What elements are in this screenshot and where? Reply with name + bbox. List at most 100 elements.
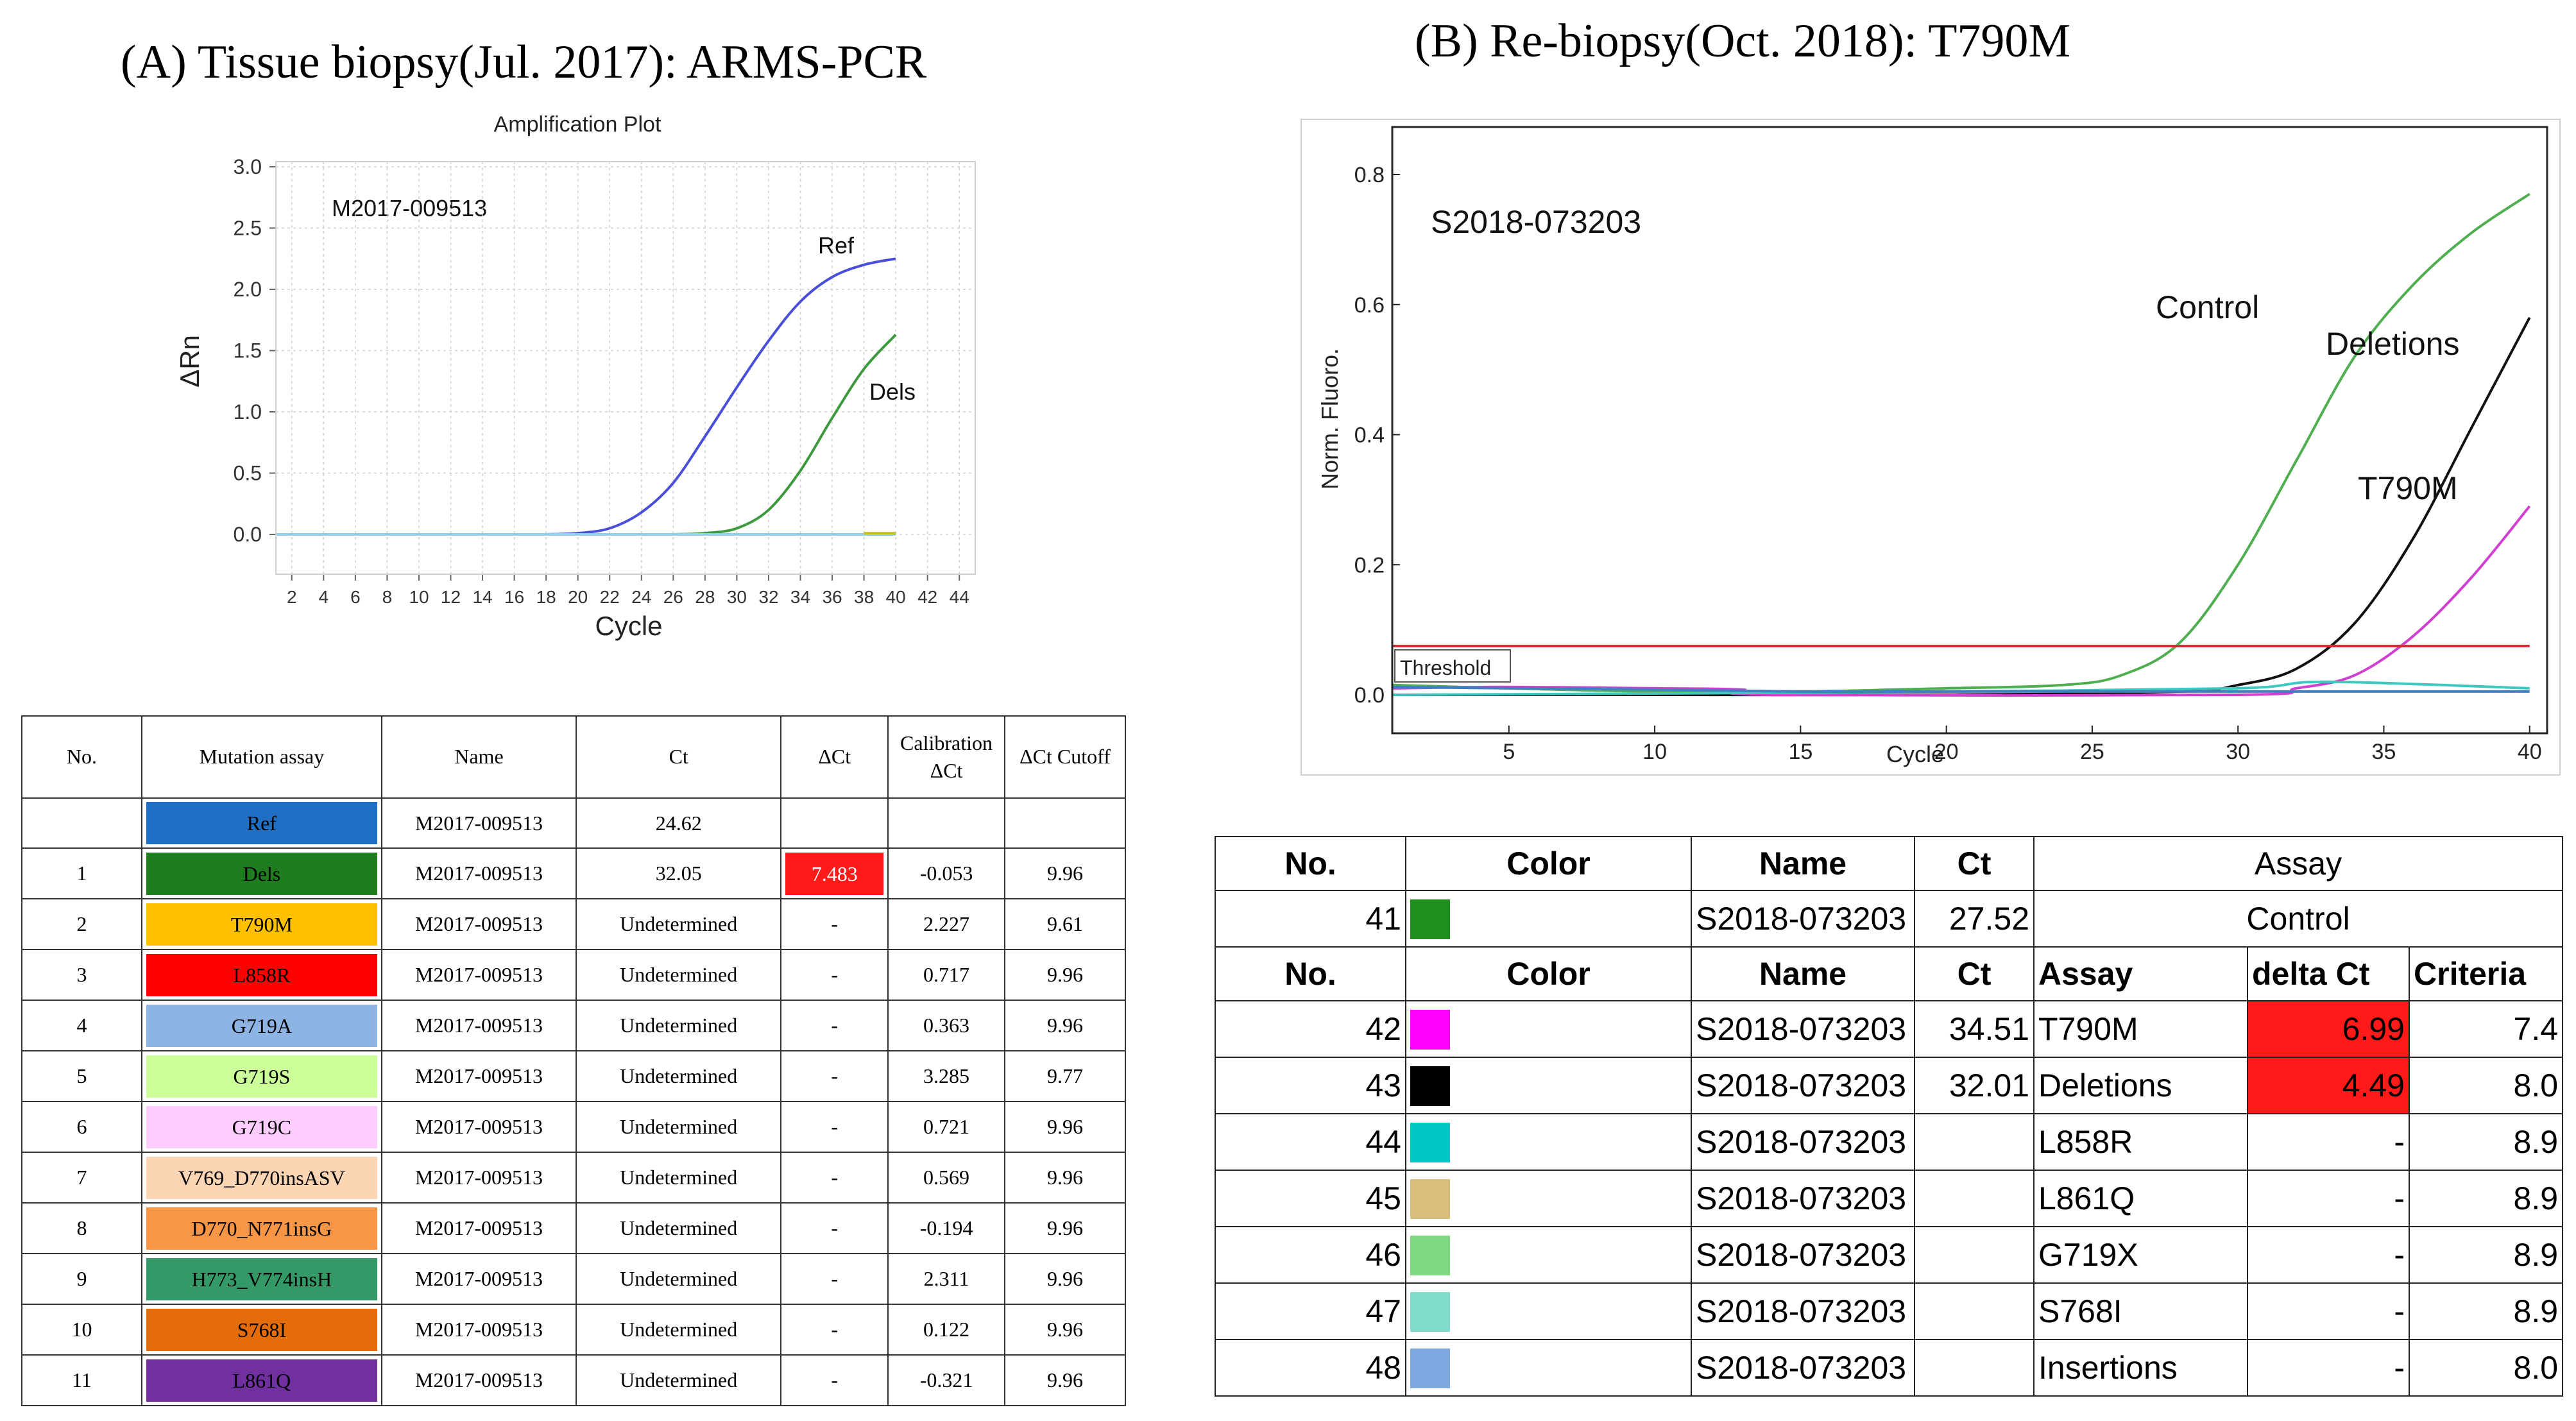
row-calibration: 2.311 [887,1253,1005,1305]
series-line-dels [673,334,897,536]
series-line-ref [546,257,896,536]
row-name: M2017-009513 [380,898,577,950]
row-no: 42 [1215,1000,1406,1058]
x-tick-label: 36 [822,587,842,607]
panel-a-heading: (A) Tissue biopsy(Jul. 2017): ARMS-PCR [121,36,927,89]
row-cutoff: 9.96 [1003,1354,1127,1406]
row-ct: Undetermined [576,1253,782,1305]
col-calibration-line2: ΔCt [930,759,963,782]
row-color [1405,1057,1692,1114]
row-no: 7 [21,1152,142,1204]
row-criteria: 8.9 [2408,1282,2564,1340]
x-tick-label: 5 [1503,740,1515,764]
row-no: 2 [21,898,142,950]
row-color [1405,1170,1692,1227]
row-no: 43 [1215,1057,1406,1114]
row-assay: Deletions [2033,1057,2248,1114]
color-swatch [1410,899,1450,939]
tb-h1-color: Color [1405,836,1692,891]
assay-color-chip: V769_D770insASV [146,1156,377,1199]
tb-h2-name: Name [1691,946,1915,1001]
series-line-blue [1392,685,2530,693]
row-cutoff: 9.96 [1003,847,1127,899]
row-calibration: -0.194 [887,1202,1005,1254]
x-tick-label: 26 [663,587,683,607]
row-ct [1914,1226,2034,1284]
y-tick-label: 3.0 [234,155,262,178]
row-color [1405,1282,1692,1340]
x-tick-label: 18 [536,587,556,607]
row-cutoff: 9.96 [1003,1253,1127,1305]
y-tick-label: 0.4 [1354,423,1385,448]
row-name: M2017-009513 [380,1101,577,1153]
col-mutation-assay: Mutation assay [141,715,382,799]
row-ct: Undetermined [576,1000,782,1051]
threshold-box [1394,649,1511,683]
row-name: S2018-073203 [1691,1113,1915,1171]
row-mutation-assay: L858R [141,949,382,1001]
row-criteria: 8.0 [2408,1057,2564,1114]
row-name: S2018-073203 [1691,1170,1915,1227]
col-calibration-line1: Calibration [900,731,993,754]
row-no: 9 [21,1253,142,1305]
chart-b-xlabel: Cycle [1886,741,1944,767]
tb-h1-name: Name [1691,836,1915,891]
row-delta-ct: - [2247,1170,2410,1227]
tb-control-name: S2018-073203 [1691,890,1915,948]
row-name: M2017-009513 [380,1253,577,1305]
x-tick-label: 25 [2080,740,2104,764]
row-criteria: 7.4 [2408,1000,2564,1058]
x-tick-label: 22 [600,587,620,607]
row-name: S2018-073203 [1691,1226,1915,1284]
row-criteria: 8.9 [2408,1226,2564,1284]
y-tick-label: 0.8 [1354,163,1385,187]
tb-h2-delta: delta Ct [2247,946,2410,1001]
x-tick-label: 8 [382,587,393,607]
row-ct: 32.01 [1914,1057,2034,1114]
table-b-header-1: No. Color Name Ct Assay [1215,836,2564,891]
row-assay: L858R [2033,1113,2248,1171]
table-b-header-2: No. Color Name Ct Assay delta Ct Criteri… [1215,946,2564,1001]
row-cutoff: 9.96 [1003,1202,1127,1254]
row-no: 4 [21,1000,142,1051]
row-no: 47 [1215,1282,1406,1340]
series-label-ref: Ref [818,232,855,259]
row-no: 10 [21,1304,142,1356]
row-ct [1914,1282,2034,1340]
x-tick-label: 4 [319,587,329,607]
row-ct: 24.62 [576,797,782,849]
table-b-control-row: 41 S2018-073203 27.52 Control [1215,890,2564,948]
row-delta-ct: - [780,898,889,950]
x-tick-label: 2 [287,587,297,607]
assay-color-chip: Dels [146,852,377,895]
x-tick-label: 24 [631,587,651,607]
row-name: M2017-009513 [380,949,577,1001]
row-mutation-assay: V769_D770insASV [141,1152,382,1204]
panel-b-heading: (B) Re-biopsy(Oct. 2018): T790M [1415,15,2071,67]
row-mutation-assay: Ref [141,797,382,849]
row-cutoff: 9.96 [1003,1000,1127,1051]
x-tick-label: 10 [409,587,429,607]
series-line-t790m [1392,505,2531,697]
table-a-row: 4 G719A M2017-009513 Undetermined -0.363 9.96 [21,1000,1127,1051]
assay-color-chip: Ref [146,802,377,844]
row-assay: S768I [2033,1282,2248,1340]
row-assay: G719X [2033,1226,2248,1284]
y-tick-label: 1.5 [234,339,262,362]
row-calibration [887,797,1005,849]
row-name: M2017-009513 [380,797,577,849]
row-no: 46 [1215,1226,1406,1284]
table-a: No. Mutation assay Name Ct ΔCt Calibrati… [21,715,1127,1406]
threshold-label: Threshold [1400,656,1491,679]
row-no: 44 [1215,1113,1406,1171]
table-b-row: 43 S2018-073203 32.01 Deletions 4.49 8.0 [1215,1057,2564,1114]
row-cutoff: 9.77 [1003,1050,1127,1102]
chart-a-ylabel: ΔRn [175,335,205,387]
row-ct: 34.51 [1914,1000,2034,1058]
series-label-deletions: Deletions [2326,326,2459,362]
assay-color-chip: H773_V774insH [146,1257,377,1300]
tb-control-color [1405,890,1692,948]
row-ct: Undetermined [576,898,782,950]
row-name: S2018-073203 [1691,1000,1915,1058]
row-criteria: 8.9 [2408,1113,2564,1171]
